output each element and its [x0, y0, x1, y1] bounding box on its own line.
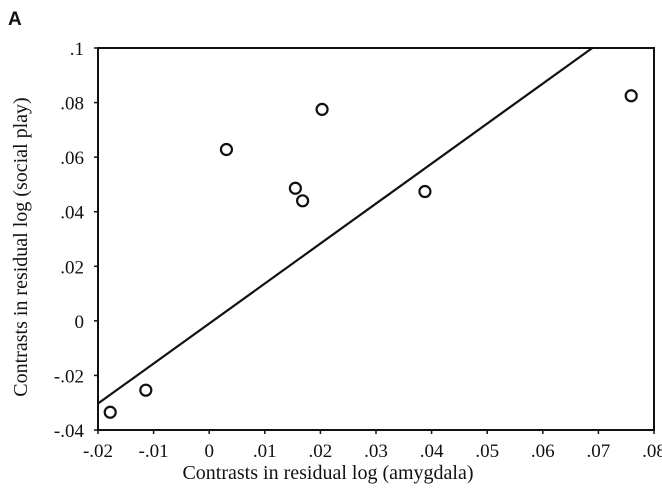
x-tick-label: .05	[475, 441, 499, 462]
y-tick-label: 0	[75, 312, 85, 333]
data-point	[317, 104, 328, 115]
x-tick-label: -.01	[139, 441, 169, 462]
x-axis-ticks: -.02 -.01 0 .01 .02 .03 .04 .05 .06 .07 .08	[83, 430, 662, 462]
panel-label: A	[8, 9, 22, 30]
x-tick-label: .03	[364, 441, 388, 462]
fit-line-group	[98, 48, 592, 404]
x-tick-label: .08	[642, 441, 662, 462]
data-point	[419, 186, 430, 197]
y-tick-label: .02	[60, 257, 84, 278]
x-tick-label: -.02	[83, 441, 113, 462]
data-point	[140, 385, 151, 396]
data-point	[297, 195, 308, 206]
x-tick-label: .06	[531, 441, 555, 462]
y-tick-label: .08	[60, 94, 84, 115]
x-tick-label: .02	[309, 441, 333, 462]
x-tick-label: .07	[587, 441, 611, 462]
data-points	[105, 90, 637, 418]
y-tick-label: -.04	[54, 421, 85, 442]
regression-line	[98, 48, 592, 404]
data-point	[626, 90, 637, 101]
plot-frame	[98, 48, 654, 430]
y-tick-label: -.02	[54, 366, 84, 387]
y-axis-ticks: .1 .08 .06 .04 .02 0 -.02 -.04	[54, 39, 98, 442]
data-point	[221, 144, 232, 155]
y-tick-label: .1	[70, 39, 84, 60]
x-axis-title: Contrasts in residual log (amygdala)	[182, 462, 473, 484]
x-tick-label: .04	[420, 441, 444, 462]
y-tick-label: .06	[60, 148, 84, 169]
y-tick-label: .04	[60, 203, 84, 224]
x-tick-label: 0	[204, 441, 214, 462]
data-point	[290, 183, 301, 194]
y-axis-title: Contrasts in residual log (social play)	[10, 97, 32, 396]
data-point	[105, 407, 116, 418]
x-tick-label: .01	[253, 441, 277, 462]
